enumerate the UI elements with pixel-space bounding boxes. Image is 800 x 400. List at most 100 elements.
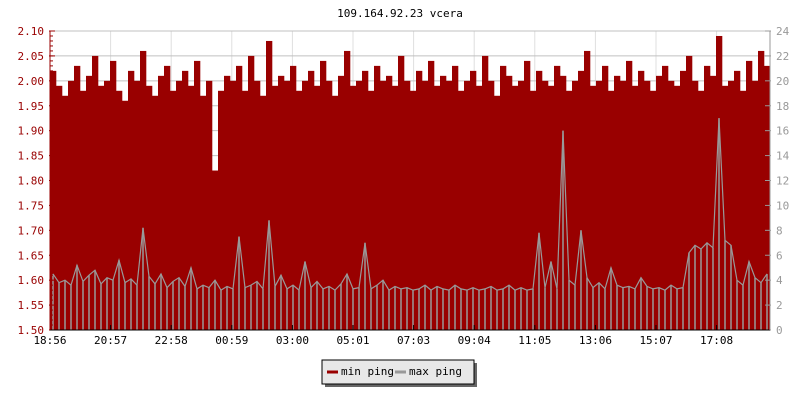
- min-ping-bar: [518, 80, 525, 330]
- max-ping-bar: [418, 288, 420, 330]
- min-ping-bar: [572, 80, 579, 330]
- max-ping-bar: [598, 282, 600, 330]
- min-ping-bar: [320, 60, 327, 331]
- min-ping-bar: [68, 80, 75, 330]
- min-ping-bar: [422, 80, 429, 330]
- right-tick-label: 16: [776, 125, 789, 138]
- min-ping-bar: [410, 90, 417, 330]
- max-ping-bar: [748, 261, 750, 330]
- min-ping-bar: [128, 70, 135, 330]
- min-ping-bar: [614, 75, 621, 330]
- min-ping-bar: [278, 75, 285, 330]
- min-ping-bar: [554, 65, 561, 330]
- min-ping-bar: [50, 70, 57, 330]
- min-ping-bar: [752, 80, 759, 330]
- legend: min ping max ping: [321, 359, 477, 387]
- max-ping-bar: [136, 285, 138, 330]
- max-ping-bar: [508, 285, 510, 330]
- max-ping-bar: [448, 290, 450, 330]
- max-ping-bar: [424, 285, 426, 330]
- max-ping-bar: [688, 252, 690, 330]
- max-ping-bar: [346, 273, 348, 330]
- min-ping-bar: [188, 85, 195, 330]
- max-ping-bar: [172, 281, 174, 330]
- min-ping-bar: [710, 75, 717, 330]
- min-ping-bar: [680, 70, 687, 330]
- min-ping-bar: [344, 50, 351, 330]
- max-ping-bar: [664, 290, 666, 330]
- max-ping-bar: [316, 281, 318, 330]
- min-ping-bar: [260, 95, 267, 331]
- max-ping-bar: [454, 285, 456, 330]
- min-ping-bar: [512, 85, 519, 330]
- min-ping-bar: [458, 90, 465, 330]
- min-ping-bar: [746, 60, 753, 331]
- min-ping-bar: [380, 80, 387, 330]
- max-ping-bar: [94, 270, 96, 330]
- max-ping-bar: [700, 249, 702, 330]
- max-ping-bar: [394, 286, 396, 330]
- min-ping-bar: [326, 80, 333, 330]
- max-ping-bar: [400, 288, 402, 330]
- min-ping-bar: [452, 65, 459, 330]
- right-tick-label: 12: [776, 175, 789, 188]
- max-ping-bar: [478, 290, 480, 330]
- min-ping-bar: [374, 65, 381, 330]
- min-ping-bar: [476, 85, 483, 330]
- min-ping-bar: [578, 70, 585, 330]
- max-ping-bar: [730, 245, 732, 330]
- min-ping-bar: [704, 65, 711, 330]
- min-ping-bar: [386, 75, 393, 330]
- max-ping-bar: [460, 288, 462, 330]
- max-ping-bar: [406, 287, 408, 330]
- min-ping-bar: [644, 80, 651, 330]
- max-ping-bar: [490, 286, 492, 330]
- max-ping-bar: [142, 227, 144, 330]
- min-ping-bar: [98, 85, 105, 330]
- max-ping-bar: [640, 277, 642, 330]
- right-tick-label: 22: [776, 50, 789, 63]
- min-ping-bar: [296, 90, 303, 330]
- min-ping-bar: [470, 70, 477, 330]
- min-ping-bar: [56, 85, 63, 330]
- min-ping-bar: [464, 80, 471, 330]
- min-ping-bar: [620, 80, 627, 330]
- max-ping-bar: [340, 283, 342, 330]
- min-ping-bar: [230, 80, 237, 330]
- max-ping-bar: [364, 242, 366, 330]
- left-tick-label: 2.05: [18, 50, 45, 63]
- max-ping-bar: [586, 277, 588, 330]
- max-ping-bar: [430, 290, 432, 330]
- min-ping-bar: [62, 95, 69, 331]
- max-ping-bar: [100, 283, 102, 330]
- min-ping-bar: [524, 60, 531, 331]
- min-ping-bar: [584, 50, 591, 330]
- max-ping-bar: [532, 288, 534, 330]
- max-ping-line: [52, 118, 768, 292]
- min-ping-bar: [116, 90, 123, 330]
- min-ping-bar: [740, 90, 747, 330]
- max-ping-bar: [718, 118, 720, 330]
- min-ping-bar: [482, 55, 489, 331]
- x-tick-label: 15:07: [639, 334, 672, 347]
- max-ping-bar: [130, 278, 132, 330]
- max-ping-bar: [334, 290, 336, 330]
- max-ping-bar: [358, 287, 360, 330]
- left-tick-label: 1.55: [18, 299, 45, 312]
- max-ping-bar: [634, 288, 636, 330]
- max-ping-bar: [382, 280, 384, 330]
- max-ping-bar: [676, 288, 678, 330]
- max-ping-series: [52, 118, 768, 330]
- max-ping-bar: [352, 288, 354, 330]
- max-ping-bar: [652, 288, 654, 330]
- min-ping-bar: [212, 170, 219, 330]
- max-ping-bar: [412, 290, 414, 330]
- min-ping-bar: [332, 95, 339, 331]
- min-ping-bar: [590, 85, 597, 330]
- max-ping-bar: [322, 288, 324, 330]
- left-tick-label: 1.75: [18, 199, 45, 212]
- max-ping-bar: [670, 285, 672, 330]
- max-ping-bar: [202, 285, 204, 330]
- max-ping-bar: [388, 290, 390, 330]
